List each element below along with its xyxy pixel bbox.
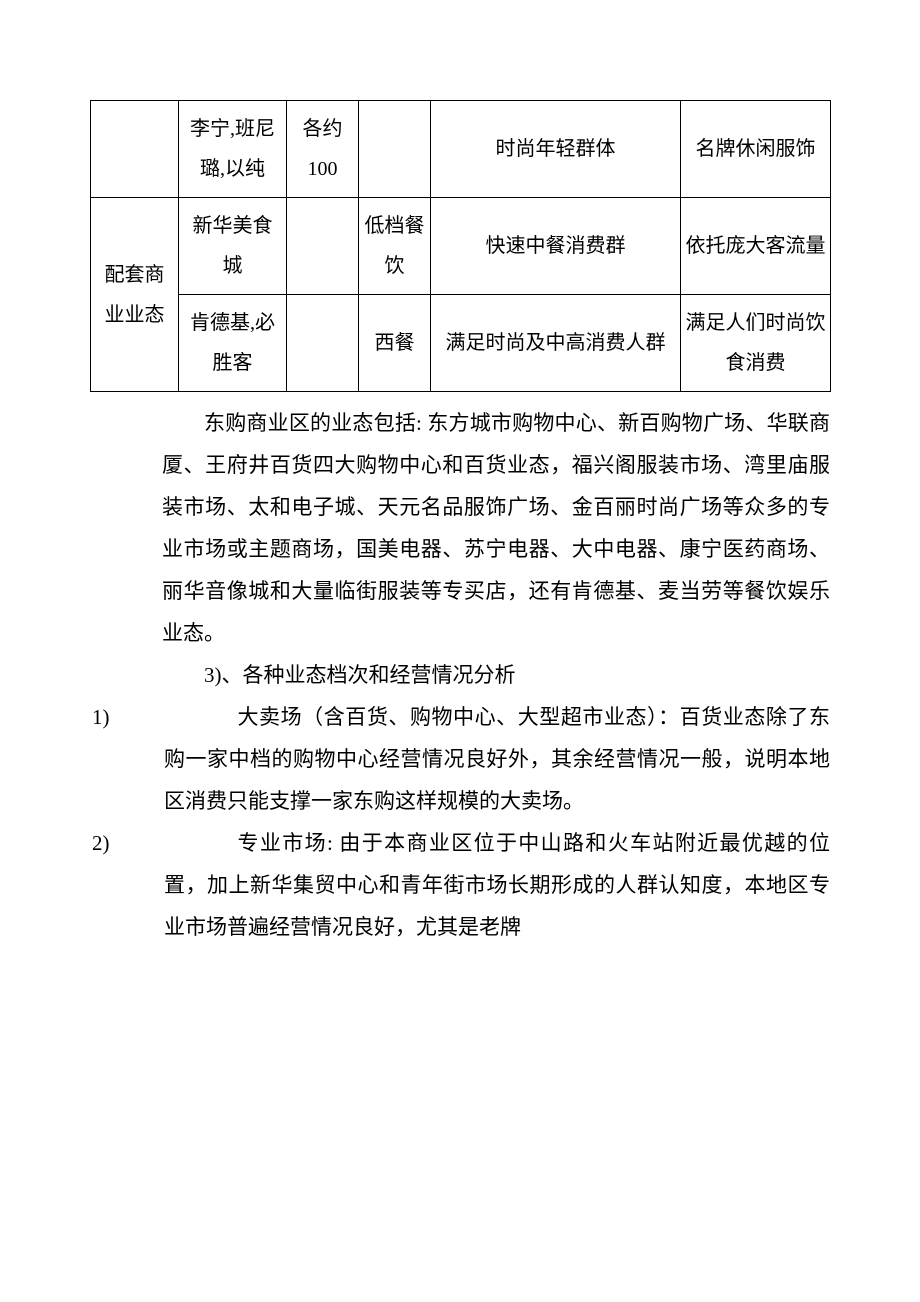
table-cell: 低档餐饮 <box>359 198 431 295</box>
table-cell: 李宁,班尼璐,以纯 <box>179 101 287 198</box>
business-table: 李宁,班尼璐,以纯 各约100 时尚年轻群体 名牌休闲服饰 配套商业业态 新华美… <box>90 100 831 392</box>
table-cell: 满足时尚及中高消费人群 <box>431 295 681 392</box>
paragraph: 东购商业区的业态包括: 东方城市购物中心、新百购物广场、华联商厦、王府井百货四大… <box>90 402 830 654</box>
list-text: 专业市场: 由于本商业区位于中山路和火车站附近最优越的位置，加上新华集贸中心和青… <box>164 822 830 948</box>
table-cell: 各约100 <box>287 101 359 198</box>
table-cell: 肯德基,必胜客 <box>179 295 287 392</box>
table-row: 李宁,班尼璐,以纯 各约100 时尚年轻群体 名牌休闲服饰 <box>91 101 831 198</box>
list-marker: 2) <box>90 822 164 864</box>
list-marker: 1) <box>90 696 164 738</box>
table-cell: 新华美食城 <box>179 198 287 295</box>
table-cell: 满足人们时尚饮食消费 <box>681 295 831 392</box>
table-cell: 名牌休闲服饰 <box>681 101 831 198</box>
table-cell: 西餐 <box>359 295 431 392</box>
table-cell: 配套商业业态 <box>91 198 179 392</box>
paragraph: 3)、各种业态档次和经营情况分析 <box>90 654 830 696</box>
table-cell: 快速中餐消费群 <box>431 198 681 295</box>
document-page: 李宁,班尼璐,以纯 各约100 时尚年轻群体 名牌休闲服饰 配套商业业态 新华美… <box>0 0 920 1008</box>
table-cell <box>287 198 359 295</box>
list-text: 大卖场（含百货、购物中心、大型超市业态）：百货业态除了东购一家中档的购物中心经营… <box>164 696 830 822</box>
table-cell <box>359 101 431 198</box>
table-cell <box>287 295 359 392</box>
table-cell <box>91 101 179 198</box>
table-row: 配套商业业态 新华美食城 低档餐饮 快速中餐消费群 依托庞大客流量 <box>91 198 831 295</box>
body-text: 东购商业区的业态包括: 东方城市购物中心、新百购物广场、华联商厦、王府井百货四大… <box>90 402 830 948</box>
list-item: 1) 大卖场（含百货、购物中心、大型超市业态）：百货业态除了东购一家中档的购物中… <box>90 696 830 822</box>
list-item: 2) 专业市场: 由于本商业区位于中山路和火车站附近最优越的位置，加上新华集贸中… <box>90 822 830 948</box>
table-cell: 依托庞大客流量 <box>681 198 831 295</box>
table-row: 肯德基,必胜客 西餐 满足时尚及中高消费人群 满足人们时尚饮食消费 <box>91 295 831 392</box>
table-cell: 时尚年轻群体 <box>431 101 681 198</box>
